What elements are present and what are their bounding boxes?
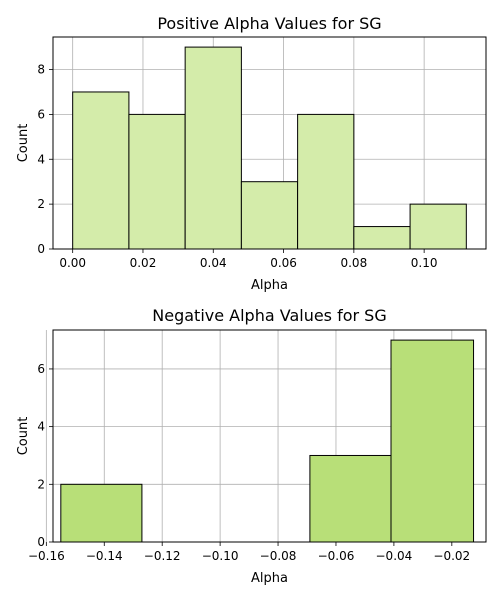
histogram-bar — [297, 113, 355, 250]
histogram-bar — [390, 339, 475, 543]
histogram-bar — [240, 181, 299, 250]
x-tick-label: 0.02 — [130, 256, 157, 270]
bars — [60, 339, 475, 543]
histogram-bar — [184, 46, 242, 250]
x-tick-label: −0.12 — [144, 549, 181, 563]
ticks: −0.16 −0.14 −0.12 −0.10 −0.08 −0.06 −0.04 −0.02… — [28, 362, 470, 563]
plot-frame — [52, 329, 487, 543]
y-tick-label: 2 — [37, 197, 45, 211]
x-tick-label: 0.00 — [59, 256, 86, 270]
x-tick-label: −0.08 — [260, 549, 297, 563]
x-tick-label: −0.10 — [202, 549, 239, 563]
x-tick-label: 0.08 — [340, 256, 367, 270]
y-tick-label: 6 — [37, 362, 45, 376]
plot-frame — [52, 36, 487, 250]
chart-title: Positive Alpha Values for SG — [157, 14, 381, 33]
chart-positive-alpha: Positive Alpha Values for SG 0.00 0.02 0.0… — [16, 14, 487, 293]
y-tick-label: 2 — [37, 477, 45, 491]
histogram-bar — [409, 203, 467, 250]
x-tick-label: 0.04 — [200, 256, 227, 270]
y-tick-label: 4 — [37, 420, 45, 434]
x-tick-label: −0.04 — [376, 549, 413, 563]
histogram-bar — [72, 91, 130, 250]
y-tick-label: 6 — [37, 107, 45, 121]
histogram-bar — [309, 454, 392, 543]
chart-title: Negative Alpha Values for SG — [152, 306, 386, 325]
x-tick-label: −0.02 — [433, 549, 470, 563]
y-tick-label: 8 — [37, 63, 45, 77]
x-axis-label: Alpha — [251, 571, 288, 586]
y-tick-label: 0 — [37, 242, 45, 256]
histogram-bar — [353, 226, 411, 250]
y-axis-label: Count — [16, 124, 31, 163]
y-tick-label: 4 — [37, 152, 45, 166]
ticks: 0.00 0.02 0.04 0.06 0.08 0.10 0 2 4 6 8 — [37, 63, 437, 270]
histogram-bar — [60, 483, 143, 543]
x-tick-label: 0.10 — [411, 256, 438, 270]
bars — [72, 46, 467, 250]
x-tick-label: −0.16 — [28, 549, 65, 563]
y-tick-label: 0 — [37, 535, 45, 549]
histogram-bar — [128, 113, 186, 250]
x-tick-label: −0.06 — [318, 549, 355, 563]
chart-negative-alpha: Negative Alpha Values for SG −0.16 −0.14−… — [16, 306, 487, 586]
x-tick-label: −0.14 — [86, 549, 123, 563]
x-axis-label: Alpha — [251, 278, 288, 293]
x-tick-label: 0.06 — [270, 256, 297, 270]
y-axis-label: Count — [16, 417, 31, 456]
